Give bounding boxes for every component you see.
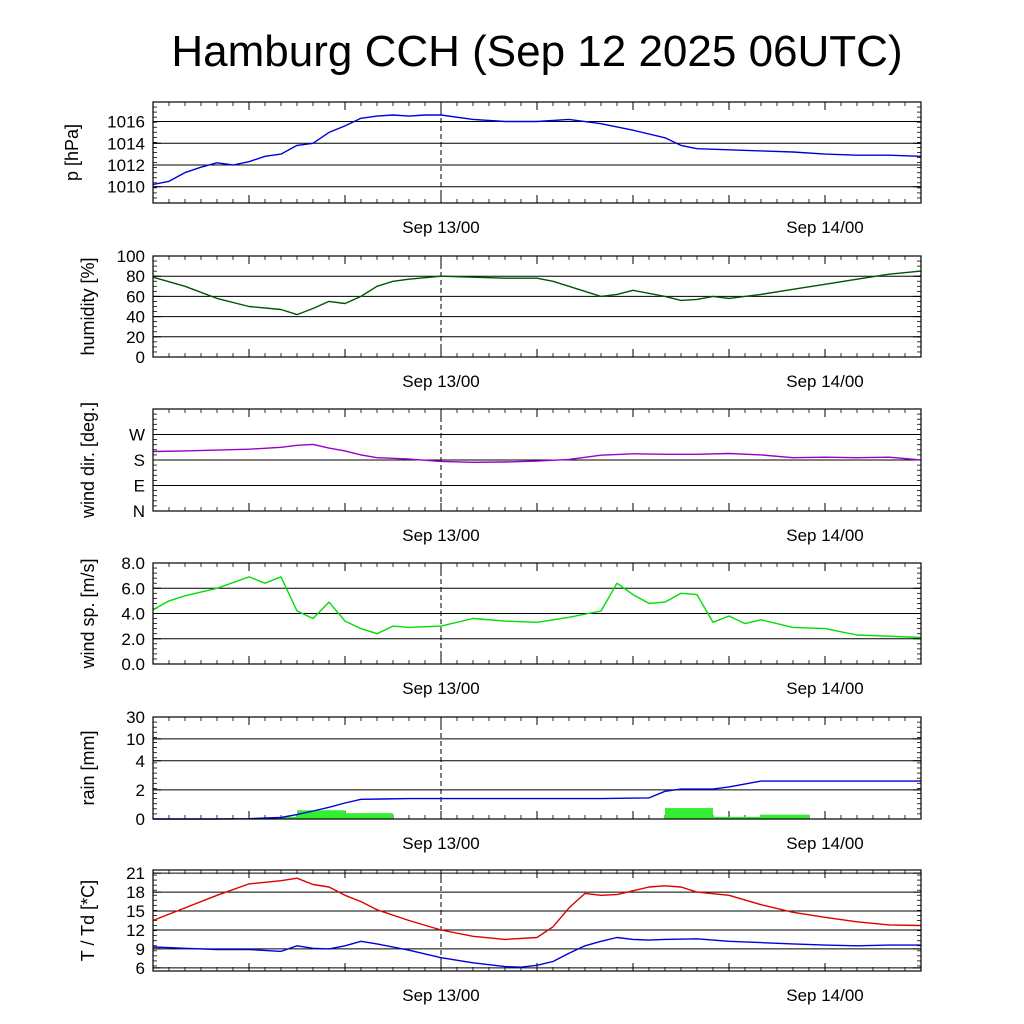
- x-tick-label: Sep 14/00: [786, 679, 864, 698]
- y-tick-label: 1016: [107, 113, 145, 132]
- plot-frame: [152, 562, 922, 665]
- x-tick-label: Sep 14/00: [786, 372, 864, 391]
- y-tick-label: 21: [126, 864, 145, 883]
- x-tick-label: Sep 13/00: [402, 218, 480, 237]
- y-axis-label: wind dir. [deg.]: [78, 402, 98, 519]
- x-tick-label: Sep 14/00: [786, 834, 864, 853]
- y-tick-label: 9: [136, 940, 145, 959]
- y-tick-label: W: [129, 426, 145, 445]
- plot-frame: [152, 716, 922, 820]
- y-tick-label: 0: [136, 810, 145, 829]
- plot-frame: [152, 869, 922, 972]
- y-tick-label: 8.0: [121, 554, 145, 573]
- x-tick-label: Sep 13/00: [402, 526, 480, 545]
- y-tick-label: 1010: [107, 178, 145, 197]
- pressure-line: [152, 114, 922, 186]
- rain-bar: [297, 810, 345, 819]
- y-tick-label: E: [134, 477, 145, 496]
- x-tick-label: Sep 13/00: [402, 834, 480, 853]
- y-tick-label: 80: [126, 267, 145, 286]
- y-tick-label: 12: [126, 921, 145, 940]
- y-tick-label: 4.0: [121, 605, 145, 624]
- y-tick-label: 0: [136, 348, 145, 367]
- y-axis-label: T / Td [*C]: [78, 880, 98, 961]
- plot-frame: [152, 408, 922, 512]
- dewpoint-line: [152, 936, 921, 968]
- x-tick-label: Sep 14/00: [786, 986, 864, 1005]
- y-tick-label: 100: [117, 247, 145, 266]
- wind_speed-line: [152, 576, 922, 639]
- y-axis-label: humidity [%]: [78, 257, 98, 355]
- x-tick-label: Sep 14/00: [786, 218, 864, 237]
- y-tick-label: 18: [126, 883, 145, 902]
- y-tick-label: 60: [126, 287, 145, 306]
- x-tick-label: Sep 13/00: [402, 679, 480, 698]
- y-axis-label: rain [mm]: [78, 730, 98, 805]
- x-tick-label: Sep 14/00: [786, 526, 864, 545]
- y-tick-label: 4: [136, 752, 145, 771]
- y-tick-label: S: [134, 451, 145, 470]
- panel-wind_speed: 0.0 2.0 4.0 6.0 8.0 wind sp. [m/s] Sep 13/00 Se…: [78, 554, 922, 698]
- rain-bar: [665, 808, 713, 819]
- rain-bar: [281, 816, 297, 819]
- wind_dir-line: [152, 443, 922, 463]
- humidity-line: [152, 270, 922, 316]
- y-tick-label: 6: [136, 959, 145, 978]
- panel-pressure: 1010 1012 1014 1016 p [hPa] Sep 13/00 Sep 14/0…: [62, 101, 922, 237]
- y-axis-label: wind sp. [m/s]: [78, 558, 98, 669]
- temperature-line: [152, 877, 922, 941]
- y-tick-label: N: [133, 502, 145, 521]
- plot-frame: [152, 101, 922, 204]
- x-tick-label: Sep 13/00: [402, 372, 480, 391]
- panel-rain: 0 2 4 10 30 rain [mm] Sep 13/00 Sep 14/00: [78, 708, 922, 853]
- y-axis-label: p [hPa]: [62, 124, 82, 181]
- y-tick-label: 6.0: [121, 579, 145, 598]
- rain-bar: [761, 814, 809, 819]
- y-tick-label: 0.0: [121, 655, 145, 674]
- chart-title: Hamburg CCH (Sep 12 2025 06UTC): [171, 27, 902, 76]
- y-tick-label: 40: [126, 308, 145, 327]
- y-tick-label: 2: [136, 781, 145, 800]
- y-tick-label: 10: [126, 730, 145, 749]
- rain-bar: [345, 813, 393, 819]
- y-tick-label: 30: [126, 708, 145, 727]
- y-tick-label: 20: [126, 328, 145, 347]
- y-tick-label: 15: [126, 902, 145, 921]
- plot-frame: [152, 255, 922, 358]
- rain-bar: [713, 816, 761, 819]
- y-tick-label: 1012: [107, 156, 145, 175]
- rain-cumulative-line: [153, 780, 921, 820]
- y-tick-label: 1014: [107, 134, 145, 153]
- y-tick-label: 2.0: [121, 630, 145, 649]
- x-tick-label: Sep 13/00: [402, 986, 480, 1005]
